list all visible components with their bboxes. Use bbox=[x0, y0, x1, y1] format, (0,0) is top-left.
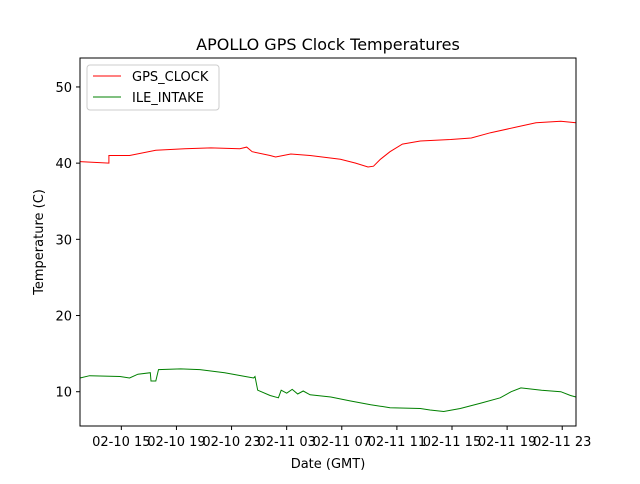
y-axis-label: Temperature (C) bbox=[32, 189, 47, 296]
series-line-ile-intake bbox=[79, 368, 577, 413]
x-tick-label: 02-10 19 bbox=[147, 435, 205, 450]
x-tick-label: 02-11 11 bbox=[368, 435, 426, 450]
plot-area bbox=[79, 120, 577, 413]
y-tick-label: 10 bbox=[55, 386, 72, 401]
legend-label-gps-clock: GPS_CLOCK bbox=[132, 70, 209, 85]
x-tick-label: 02-11 15 bbox=[423, 435, 481, 450]
y-tick-label: 40 bbox=[55, 157, 72, 172]
x-tick-label: 02-11 19 bbox=[478, 435, 536, 450]
series-line-gps-clock bbox=[79, 120, 577, 168]
y-tick-label: 20 bbox=[55, 310, 72, 325]
x-tick-label: 02-10 15 bbox=[92, 435, 150, 450]
legend-label-ile-intake: ILE_INTAKE bbox=[132, 91, 204, 106]
x-tick-label: 02-11 23 bbox=[533, 435, 591, 450]
x-tick-label: 02-11 03 bbox=[257, 435, 315, 450]
x-tick-label: 02-10 23 bbox=[202, 435, 260, 450]
x-tick-label: 02-11 07 bbox=[313, 435, 371, 450]
y-tick-label: 50 bbox=[55, 81, 72, 96]
axes-frame bbox=[79, 57, 577, 427]
x-axis-label: Date (GMT) bbox=[291, 457, 366, 472]
chart-title: APOLLO GPS Clock Temperatures bbox=[196, 35, 460, 54]
legend: GPS_CLOCK ILE_INTAKE bbox=[86, 64, 220, 111]
y-tick-label: 30 bbox=[55, 233, 72, 248]
